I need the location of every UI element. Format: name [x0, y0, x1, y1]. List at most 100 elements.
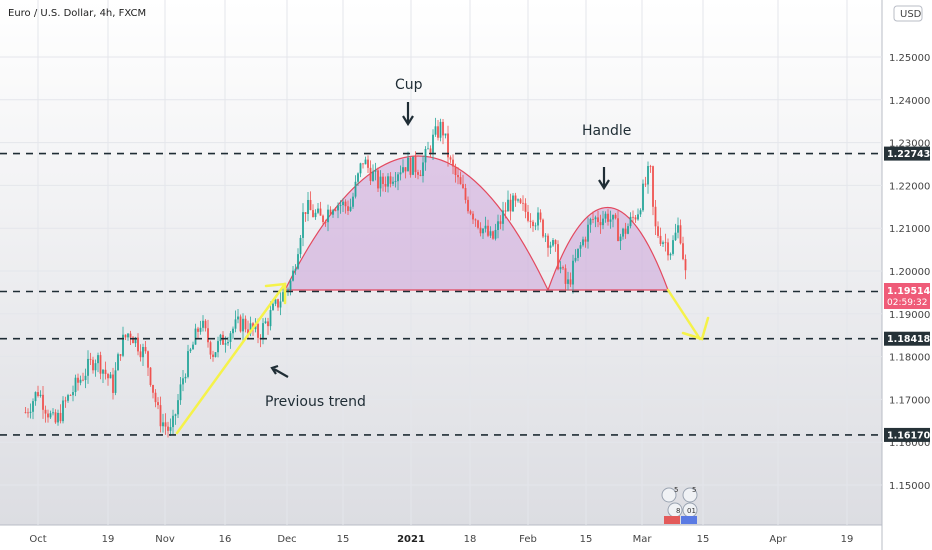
candle-body — [169, 427, 172, 431]
candle-body — [177, 400, 179, 415]
candle-body — [307, 199, 309, 214]
candle-body — [594, 217, 597, 220]
candle-body — [239, 316, 242, 332]
candle-body — [157, 402, 159, 406]
candle-body — [624, 228, 627, 234]
candle-body — [139, 351, 142, 358]
level-tag-label: 1.22743 — [887, 149, 930, 160]
candle-body — [49, 413, 52, 418]
candle-body — [427, 148, 429, 150]
candle-body — [339, 205, 342, 206]
candle-body — [577, 248, 579, 258]
candle-body — [389, 176, 392, 184]
candle-body — [374, 170, 377, 172]
candle-body — [287, 289, 289, 291]
candle-body — [539, 212, 542, 220]
price-tick-label: 1.19000 — [889, 310, 930, 321]
candle-body — [599, 222, 602, 226]
time-tick-label: 16 — [219, 534, 232, 545]
candle-body — [227, 341, 229, 344]
candle-body — [337, 205, 339, 211]
candle-body — [399, 172, 402, 175]
candle-body — [547, 235, 549, 248]
candle-body — [312, 210, 314, 218]
candle-body — [232, 328, 234, 334]
candle-body — [637, 214, 639, 220]
badge-label: 01 — [687, 507, 696, 515]
candle-body — [87, 358, 89, 376]
candle-body — [617, 218, 619, 242]
badge-icon[interactable] — [682, 487, 698, 503]
candle-body — [597, 217, 599, 223]
candle-body — [504, 210, 507, 212]
candle-body — [544, 235, 547, 237]
candle-body — [607, 213, 609, 222]
time-axis-background — [0, 525, 882, 550]
candle-body — [242, 318, 244, 332]
candle-body — [537, 212, 539, 226]
candle-body — [554, 240, 557, 245]
candle-body — [332, 210, 334, 215]
symbol-title[interactable]: Euro / U.S. Dollar, 4h, FXCM — [8, 8, 146, 19]
time-tick-label: Apr — [769, 534, 787, 545]
candle-body — [479, 227, 482, 234]
candle-body — [279, 301, 282, 308]
candle-body — [184, 376, 187, 379]
candle-body — [514, 195, 517, 201]
candle-body — [369, 167, 372, 181]
candle-body — [507, 199, 509, 212]
candle-body — [97, 355, 99, 364]
flag-icon[interactable] — [664, 516, 680, 524]
candle-body — [604, 213, 607, 219]
candle-body — [649, 166, 652, 167]
candle-body — [684, 259, 687, 271]
flag-icon[interactable] — [681, 516, 697, 524]
candle-body — [237, 316, 239, 320]
indicator-badges[interactable]: 5 5 8 01 — [661, 486, 698, 524]
candle-body — [424, 149, 427, 163]
candle-body — [359, 163, 362, 174]
candle-body — [224, 343, 227, 345]
candle-body — [489, 231, 492, 236]
candle-body — [469, 211, 472, 214]
candle-body — [132, 337, 134, 344]
candle-body — [277, 299, 279, 308]
candle-body — [602, 218, 604, 226]
candle-body — [409, 157, 412, 175]
candle-body — [364, 159, 367, 165]
candle-body — [509, 199, 512, 212]
candle-body — [147, 351, 149, 368]
candle-body — [564, 268, 567, 284]
candle-body — [574, 257, 577, 261]
candle-body — [402, 167, 404, 173]
candle-body — [82, 379, 84, 381]
candle-body — [32, 401, 34, 412]
candle-body — [454, 166, 457, 176]
price-tick-label: 1.24000 — [889, 96, 930, 107]
candle-body — [464, 188, 467, 200]
candle-body — [244, 318, 247, 330]
candle-body — [612, 214, 614, 220]
candle-body — [377, 170, 379, 189]
candle-body — [342, 201, 344, 206]
candle-body — [417, 172, 419, 175]
candle-body — [162, 422, 164, 427]
level-tag-label: 1.18418 — [887, 334, 931, 345]
candle-body — [29, 411, 32, 413]
candle-body — [677, 225, 679, 233]
candle-body — [107, 374, 109, 379]
candle-body — [52, 412, 54, 414]
candle-body — [387, 176, 389, 187]
candle-body — [349, 206, 352, 211]
candle-body — [517, 199, 519, 201]
badge-icon[interactable] — [661, 487, 677, 503]
candle-body — [249, 323, 252, 334]
candle-body — [189, 349, 192, 352]
candle-body — [202, 320, 204, 328]
time-tick-label: Dec — [277, 534, 296, 545]
currency-button[interactable] — [893, 5, 923, 22]
candle-body — [34, 392, 37, 402]
candle-body — [644, 183, 647, 185]
candle-body — [27, 412, 29, 414]
